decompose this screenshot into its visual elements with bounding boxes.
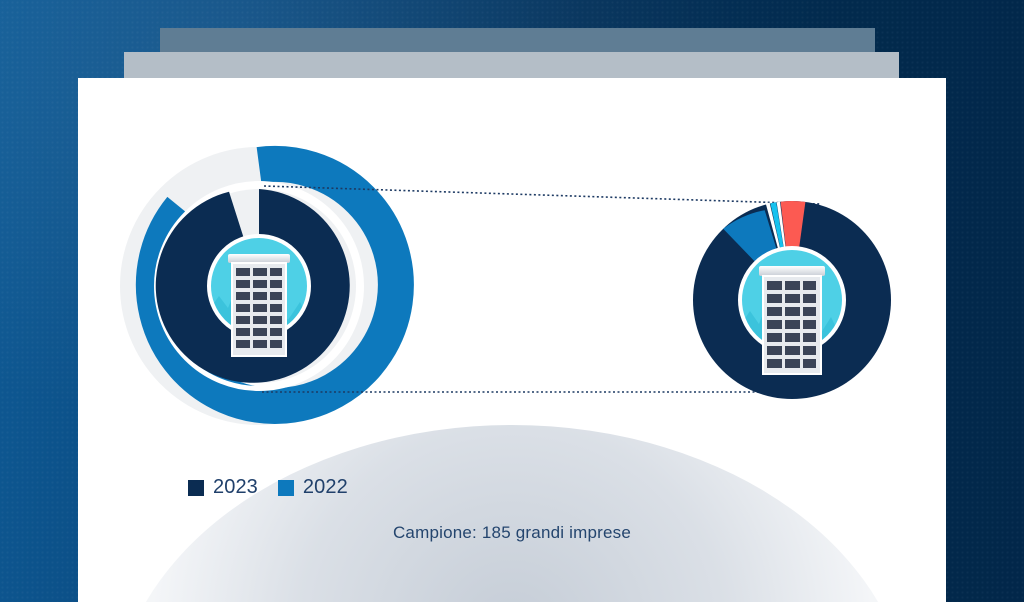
legend-label-2022: 2022 [302,476,348,498]
legend-swatch-2022 [277,479,294,496]
detail-pie-chart [693,201,891,399]
overview-donut-chart [120,145,414,425]
legend-label-2023: 2023 [213,476,258,498]
sample-caption: Campione: 185 grandi imprese [392,523,632,542]
legend-item-2023[interactable]: 2023 [188,476,258,499]
legend-swatch-2023 [188,479,204,496]
connector-lines [262,185,821,393]
connector-line-top [263,185,821,205]
building-icon [759,266,825,375]
legend-item-2022[interactable]: 2022 [277,476,348,499]
building-icon [228,254,290,357]
years-legend: 2023 2022 [188,476,348,499]
outer-ring-segment-2022 [135,145,414,424]
charts-canvas [120,145,891,425]
